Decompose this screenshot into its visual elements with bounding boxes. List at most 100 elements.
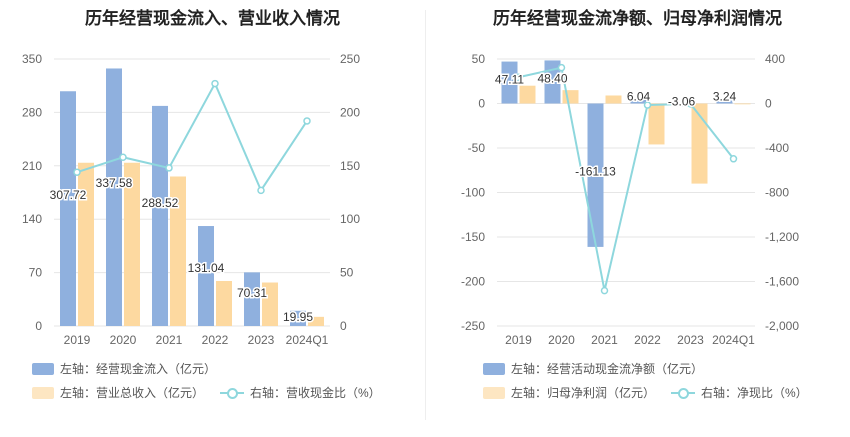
x-axis-tick-label: 2020 — [548, 333, 575, 347]
bar-data-label: 307.72 — [50, 188, 87, 202]
right-axis-tick-label: 50 — [340, 266, 354, 280]
legend-item-net-profit[interactable]: 左轴：归母净利润（亿元） — [483, 384, 655, 401]
left-axis-tick-label: -200 — [461, 275, 485, 289]
x-axis-tick-label: 2021 — [591, 333, 618, 347]
line-point — [165, 164, 173, 172]
bar-secondary — [124, 162, 140, 326]
bar-secondary — [734, 103, 751, 105]
right-axis-tick-label: 0 — [765, 97, 772, 111]
series-line — [518, 66, 735, 291]
x-axis-tick-label: 2022 — [634, 333, 661, 347]
line-point — [303, 117, 311, 125]
legend-item-revenue[interactable]: 左轴：营业总收入（亿元） — [32, 384, 204, 401]
left-axis-tick-label: 0 — [478, 97, 485, 111]
legend-label: 右轴：净现比（%） — [701, 386, 808, 400]
x-axis-tick-label: 2019 — [505, 333, 532, 347]
x-axis-tick-label: 2024Q1 — [286, 333, 329, 347]
line-point — [119, 153, 127, 162]
line-point — [686, 100, 695, 108]
bar-primary — [716, 100, 733, 104]
legend-item-net-ratio[interactable]: 右轴：净现比（%） — [671, 384, 808, 401]
legend-label: 左轴：营业总收入（亿元） — [60, 386, 205, 400]
bar-data-label: 70.31 — [237, 286, 267, 300]
right-axis-tick-label: -1,200 — [765, 230, 799, 244]
left-axis-tick-label: 70 — [29, 266, 43, 280]
legend-item-cash-ratio[interactable]: 右轴：营收现金比（%） — [220, 384, 381, 401]
bar-data-label: 19.95 — [283, 310, 313, 324]
left-axis-tick-label: -250 — [461, 319, 485, 333]
x-axis-tick-label: 2019 — [64, 333, 91, 347]
bar-data-label: 288.52 — [142, 196, 179, 210]
bar-secondary — [562, 90, 579, 104]
chart-svg-cash-inflow: 0 70 140 210 280 350 0 50 100 150 200 250 2019 2020 20… — [22, 52, 360, 347]
legend-swatch-bar-blue — [483, 362, 505, 375]
bar-primary — [587, 103, 604, 247]
legend-swatch-bar-blue — [32, 362, 54, 375]
left-axis-tick-label: -100 — [461, 186, 485, 200]
chart-panel-cash-inflow: 历年经营现金流入、营业收入情况 0 70 140 210 280 350 0 50 100 150… — [22, 9, 381, 401]
bar-secondary — [262, 282, 278, 326]
right-axis-tick-label: 250 — [340, 52, 360, 66]
right-axis-tick-label: -400 — [765, 141, 789, 155]
legend-swatch-bar-orange — [32, 386, 54, 399]
right-axis-tick-label: -1,600 — [765, 275, 799, 289]
bar-data-label: 3.24 — [713, 90, 737, 104]
legend-item-cash-inflow[interactable]: 左轴：经营现金流入（亿元） — [32, 360, 216, 377]
x-axis-tick-label: 2024Q1 — [712, 333, 755, 347]
left-axis-tick-label: -50 — [468, 141, 486, 155]
bar-primary — [630, 98, 647, 104]
bar-primary — [60, 91, 76, 326]
left-axis-tick-label: 350 — [22, 52, 42, 66]
chart-title: 历年经营现金流净额、归母净利润情况 — [493, 9, 782, 28]
bar-data-label: 131.04 — [188, 261, 225, 275]
left-axis-tick-label: 210 — [22, 159, 42, 173]
left-axis-tick-label: -150 — [461, 230, 485, 244]
x-axis-tick-label: 2021 — [156, 333, 183, 347]
bar-data-label: 48.40 — [537, 71, 567, 85]
line-point — [729, 155, 738, 163]
bar-secondary — [170, 176, 186, 326]
bar-secondary — [308, 316, 324, 326]
bar-primary — [106, 68, 122, 327]
legend-label: 右轴：营收现金比（%） — [250, 386, 381, 400]
x-axis-tick-label: 2022 — [202, 333, 229, 347]
right-axis-tick-label: 100 — [340, 212, 360, 226]
bar-secondary — [691, 103, 708, 184]
bar-data-label: 47.11 — [495, 73, 524, 87]
line-point — [600, 286, 609, 295]
panel-divider — [425, 10, 426, 420]
left-axis-tick-label: 50 — [472, 52, 486, 66]
legend-swatch-bar-orange — [483, 386, 505, 399]
bar-primary — [501, 61, 518, 104]
right-axis-tick-label: 0 — [340, 319, 347, 333]
chart-title: 历年经营现金流入、营业收入情况 — [85, 9, 340, 28]
line-point — [514, 73, 523, 81]
x-axis-tick-label: 2023 — [248, 333, 275, 347]
bar-data-label: 337.58 — [96, 176, 133, 190]
line-point — [211, 79, 219, 88]
bar-primary — [198, 226, 214, 326]
left-axis-tick-label: 0 — [35, 319, 42, 333]
bar-data-label: 6.04 — [627, 90, 651, 104]
legend-swatch-line — [220, 387, 244, 399]
bar-secondary — [519, 85, 536, 104]
legend-label: 左轴：经营现金流入（亿元） — [60, 362, 217, 376]
legend-label: 左轴：归母净利润（亿元） — [511, 386, 656, 400]
legend-item-net-cash[interactable]: 左轴：经营活动现金流净额（亿元） — [483, 360, 703, 377]
left-axis-tick-label: 280 — [22, 105, 42, 119]
legend-swatch-line — [671, 387, 695, 399]
bar-primary — [152, 105, 168, 327]
line-point — [73, 168, 81, 176]
line-point — [557, 63, 566, 72]
x-axis-tick-label: 2020 — [110, 333, 137, 347]
bar-secondary — [78, 162, 94, 326]
right-axis-tick-label: 200 — [340, 105, 360, 119]
bar-primary — [290, 310, 306, 326]
line-point — [643, 101, 652, 109]
bar-data-label: -161.13 — [575, 165, 616, 179]
chart-panel-net-cash: 历年经营现金流净额、归母净利润情况 -250 -200 -150 -100 -50 0 50… — [425, 0, 850, 437]
right-axis-tick-label: -2,000 — [765, 319, 799, 333]
bar-secondary — [605, 95, 622, 104]
bar-data-label: -3.06 — [668, 95, 696, 109]
right-axis-tick-label: 150 — [340, 159, 360, 173]
